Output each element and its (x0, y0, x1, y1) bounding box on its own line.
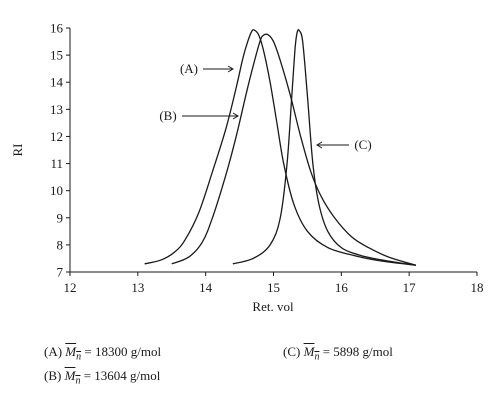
y-tick-label: 8 (57, 237, 64, 252)
y-tick-label: 12 (50, 129, 63, 144)
y-tick-label: 10 (50, 183, 63, 198)
x-axis-label: Ret. vol (252, 299, 294, 314)
annotation-c-arrowhead (316, 141, 323, 149)
annotation-a-label: (A) (180, 61, 198, 76)
curve-c (232, 29, 417, 266)
annotation-a-arrowhead (227, 65, 234, 73)
legend-entry-a: (A) Mn = 18300 g/mol (44, 344, 161, 363)
x-tick-label: 16 (335, 280, 349, 295)
axes (69, 28, 477, 273)
legend-entry-b: (B) Mn = 13604 g/mol (44, 368, 160, 387)
chart: 7 8 9 10 11 12 13 14 15 16 12 13 14 15 16 17 18 RI Ret.… (10, 21, 484, 315)
legend-b-value: = 13604 g/mol (80, 368, 161, 383)
annotation-b-label: (B) (159, 108, 176, 123)
mn-base: M (64, 368, 76, 383)
mn-sub: n (75, 375, 81, 387)
x-tick-label: 13 (131, 280, 144, 295)
legend-a-prefix: (A) (44, 344, 66, 359)
mn-symbol: Mn (303, 344, 320, 363)
curve-a (144, 29, 417, 266)
curve-b (171, 33, 417, 266)
y-tick-label: 16 (50, 21, 64, 36)
x-tick-label: 12 (64, 280, 77, 295)
mn-sub: n (314, 351, 320, 363)
mn-base: M (303, 344, 315, 359)
curves (144, 29, 417, 266)
y-axis-label: RI (10, 144, 25, 157)
x-tick-label: 18 (471, 280, 484, 295)
y-tick-label: 14 (50, 75, 64, 90)
mn-sub: n (76, 351, 82, 363)
annotations: (A) (B) (C) (159, 61, 371, 152)
mn-base: M (65, 344, 77, 359)
y-tick-label: 15 (50, 48, 63, 63)
annotation-b-arrowhead (232, 112, 239, 120)
x-tick-label: 17 (403, 280, 417, 295)
y-tick-label: 13 (50, 102, 63, 117)
x-tick-label: 14 (199, 280, 213, 295)
legend-entry-c: (C) Mn = 5898 g/mol (283, 344, 393, 363)
annotation-c-label: (C) (354, 137, 371, 152)
x-tick-label: 15 (267, 280, 280, 295)
y-ticks: 7 8 9 10 11 12 13 14 15 16 (50, 21, 70, 280)
y-tick-label: 9 (57, 210, 64, 225)
legend-c-value: = 5898 g/mol (319, 344, 393, 359)
y-tick-label: 7 (57, 265, 64, 280)
legend-b-prefix: (B) (44, 368, 65, 383)
y-tick-label: 11 (50, 156, 63, 171)
mn-symbol: Mn (64, 368, 81, 387)
legend-c-prefix: (C) (283, 344, 304, 359)
mn-symbol: Mn (65, 344, 81, 363)
x-ticks: 12 13 14 15 16 17 18 (64, 272, 484, 295)
legend-a-value: = 18300 g/mol (81, 344, 162, 359)
